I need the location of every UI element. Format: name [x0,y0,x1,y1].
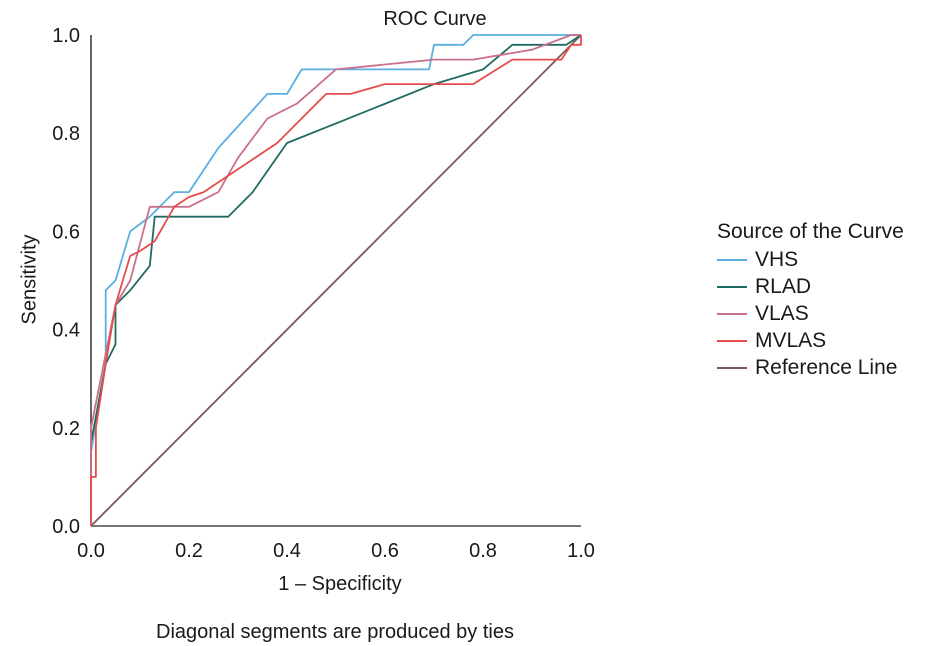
legend-swatch [717,339,747,342]
series-line-rlad [90,34,582,526]
x-tick-label: 0.6 [371,540,399,562]
x-axis-label: 1 – Specificity [278,573,402,595]
legend-label: VLAS [755,301,809,325]
x-tick-label: 0.8 [469,540,497,562]
legend-swatch [717,366,747,369]
series-layer [90,34,582,527]
legend-title: Source of the Curve [717,220,904,243]
y-tick-label: 1.0 [52,25,80,47]
legend-label: Reference Line [755,355,898,379]
legend-label: MVLAS [755,328,827,352]
ticks-layer: 0.0 0.2 0.4 0.6 0.8 1.0 0.0 0.2 0.4 0.6 0.8 1.0 [52,25,595,562]
legend-items: VHS RLAD VLAS MVLAS Reference Line [717,246,904,381]
y-tick-label: 0.2 [52,418,80,440]
legend-item-reference-line: Reference Line [717,354,904,381]
series-line-mvlas [90,35,582,526]
legend-item-mvlas: MVLAS [717,327,904,354]
legend-label: RLAD [755,274,812,298]
y-tick-label: 0.8 [52,123,80,145]
legend-swatch [717,258,747,261]
legend-item-rlad: RLAD [717,273,904,300]
x-tick-label: 1.0 [567,540,595,562]
chart-title: ROC Curve [383,8,487,30]
x-tick-label: 0.2 [175,540,203,562]
x-tick-label: 0.0 [77,540,105,562]
legend-swatch [717,312,747,315]
legend-swatch [717,285,747,288]
series-line-reference-line [90,34,582,527]
legend-item-vlas: VLAS [717,300,904,327]
x-tick-label: 0.4 [273,540,301,562]
y-axis-label: Sensitivity [18,234,41,325]
legend-item-vhs: VHS [717,246,904,273]
y-tick-label: 0.0 [52,516,80,538]
y-tick-label: 0.4 [52,320,80,342]
y-tick-label: 0.6 [52,221,80,243]
legend-label: VHS [755,247,799,271]
legend: Source of the Curve VHS RLAD VLAS MVLAS Refe… [717,220,904,381]
series-line-vhs [90,34,581,526]
footnote: Diagonal segments are produced by ties [156,621,514,643]
